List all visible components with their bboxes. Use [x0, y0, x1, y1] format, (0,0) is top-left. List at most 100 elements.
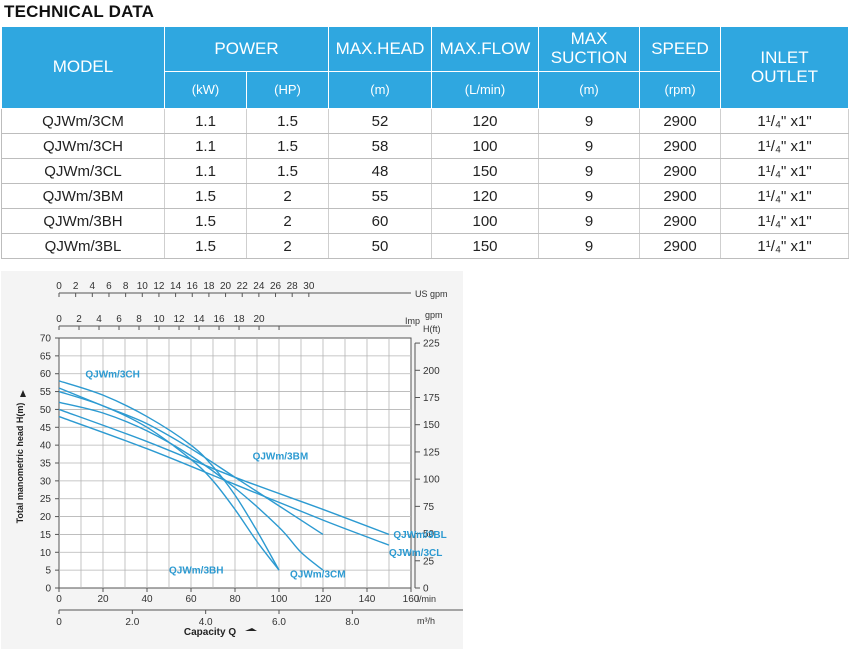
curve-label: QJWm/3CL — [389, 548, 442, 559]
usgpm-tick-label: 22 — [237, 281, 249, 292]
x-tick-label: 120 — [315, 594, 332, 605]
impgpm-tick-label: 6 — [116, 314, 122, 325]
cell-flow: 150 — [431, 233, 540, 259]
m3h-tick-label: 2.0 — [125, 617, 139, 628]
curve-label: QJWm/3CH — [85, 369, 139, 380]
usgpm-tick-label: 26 — [270, 281, 282, 292]
cell-head: 60 — [328, 208, 433, 234]
cell-inlet-outlet: 1¹/₄" x1" — [720, 183, 850, 209]
hft-axis-label: H(ft) — [423, 324, 441, 334]
impgpm-axis-label-bottom: Imp — [405, 316, 420, 326]
x-tick-label: 40 — [141, 594, 153, 605]
cell-model: QJWm/3CH — [1, 133, 165, 159]
curve-label: QJWm/3BH — [169, 566, 223, 577]
y-tick-label: 65 — [40, 351, 52, 362]
header-max-flow: MAX.FLOW — [431, 26, 540, 72]
x-tick-label: 0 — [56, 594, 62, 605]
x-tick-label: 60 — [185, 594, 197, 605]
hft-tick-label: 75 — [423, 502, 435, 513]
usgpm-tick-label: 16 — [187, 281, 199, 292]
cell-kw: 1.5 — [164, 183, 247, 209]
hft-tick-label: 175 — [423, 393, 440, 404]
cell-kw: 1.1 — [164, 158, 247, 184]
usgpm-tick-label: 18 — [203, 281, 215, 292]
usgpm-tick-label: 10 — [137, 281, 149, 292]
y-axis-title: Total manometric head H(m) — [15, 403, 25, 524]
cell-head: 58 — [328, 133, 433, 159]
cell-flow: 120 — [431, 183, 540, 209]
cell-kw: 1.1 — [164, 133, 247, 159]
table-row: QJWm/3CM 1.1 1.5 52 120 9 2900 1¹/₄" x1" — [1, 108, 850, 134]
impgpm-tick-label: 12 — [173, 314, 185, 325]
cell-model: QJWm/3CM — [1, 108, 165, 134]
x-axis-arrow-icon — [245, 628, 257, 631]
cell-inlet-outlet: 1¹/₄" x1" — [720, 108, 850, 134]
y-tick-label: 55 — [40, 387, 52, 398]
table-row: QJWm/3CH 1.1 1.5 58 100 9 2900 1¹/₄" x1" — [1, 133, 850, 159]
cell-flow: 100 — [431, 208, 540, 234]
cell-speed: 2900 — [639, 233, 722, 259]
cell-head: 48 — [328, 158, 433, 184]
x-tick-label: 160 — [403, 594, 420, 605]
cell-hp: 2 — [246, 183, 330, 209]
cell-model: QJWm/3BL — [1, 233, 165, 259]
lmin-axis-label: l/min — [417, 594, 436, 604]
header-max-suction-line1: MAX — [570, 29, 608, 49]
cell-inlet-outlet: 1¹/₄" x1" — [720, 158, 850, 184]
pump-curve-chart: 0 5 10 15 20 25 30 35 40 45 50 55 60 65 70 0 25 50 75 100 12… — [1, 271, 499, 649]
y-tick-label: 40 — [40, 441, 52, 452]
technical-data-table: MODEL POWER MAX.HEAD MAX.FLOW MAX SUCTIO… — [1, 26, 850, 259]
y-tick-label: 45 — [40, 423, 52, 434]
curve-qjwm-3cl — [58, 415, 390, 546]
x-tick-label: 140 — [359, 594, 376, 605]
header-inlet: INLET — [760, 47, 809, 67]
header-max-head-unit: (m) — [328, 71, 433, 109]
y-tick-label: 5 — [45, 566, 51, 577]
header-max-head: MAX.HEAD — [328, 26, 433, 72]
y-tick-label: 70 — [40, 334, 52, 345]
hft-tick-label: 50 — [423, 529, 435, 540]
usgpm-tick-label: 8 — [123, 281, 129, 292]
cell-inlet-outlet: 1¹/₄" x1" — [720, 208, 850, 234]
cell-model: QJWm/3CL — [1, 158, 165, 184]
hft-tick-label: 125 — [423, 447, 440, 458]
cell-suction: 9 — [538, 208, 641, 234]
m3h-tick-label: 4.0 — [199, 617, 213, 628]
usgpm-tick-label: 14 — [170, 281, 182, 292]
impgpm-tick-label: 16 — [213, 314, 225, 325]
cell-head: 52 — [328, 108, 433, 134]
header-inlet-outlet: INLET OUTLET — [720, 26, 850, 109]
usgpm-tick-label: 2 — [73, 281, 79, 292]
usgpm-tick-label: 12 — [153, 281, 165, 292]
y-tick-label: 30 — [40, 476, 52, 487]
cell-model: QJWm/3BH — [1, 208, 165, 234]
table-row: QJWm/3BH 1.5 2 60 100 9 2900 1¹/₄" x1" — [1, 208, 850, 234]
hft-tick-label: 200 — [423, 366, 440, 377]
cell-hp: 2 — [246, 208, 330, 234]
usgpm-tick-label: 20 — [220, 281, 232, 292]
cell-head: 55 — [328, 183, 433, 209]
cell-flow: 100 — [431, 133, 540, 159]
impgpm-tick-label: 14 — [193, 314, 205, 325]
cell-kw: 1.1 — [164, 108, 247, 134]
m3h-tick-label: 6.0 — [272, 617, 286, 628]
cell-model: QJWm/3BM — [1, 183, 165, 209]
m3h-tick-label: 0 — [56, 617, 62, 628]
cell-suction: 9 — [538, 133, 641, 159]
header-max-flow-unit: (L/min) — [431, 71, 540, 109]
cell-inlet-outlet: 1¹/₄" x1" — [720, 233, 850, 259]
header-outlet: OUTLET — [750, 66, 819, 86]
x-tick-label: 100 — [271, 594, 288, 605]
m3h-axis-label: m³/h — [417, 616, 435, 626]
hft-tick-label: 150 — [423, 420, 440, 431]
y-tick-label: 50 — [40, 405, 52, 416]
header-power: POWER — [163, 26, 330, 72]
cell-head: 50 — [328, 233, 433, 259]
table-row: QJWm/3BL 1.5 2 50 150 9 2900 1¹/₄" x1" — [1, 233, 850, 259]
x-axis-title: Capacity Q — [184, 627, 236, 638]
cell-inlet-outlet: 1¹/₄" x1" — [720, 133, 850, 159]
impgpm-tick-label: 0 — [56, 314, 62, 325]
cell-suction: 9 — [538, 233, 641, 259]
y-tick-label: 10 — [40, 548, 52, 559]
y-axis-arrow-icon — [20, 390, 26, 397]
